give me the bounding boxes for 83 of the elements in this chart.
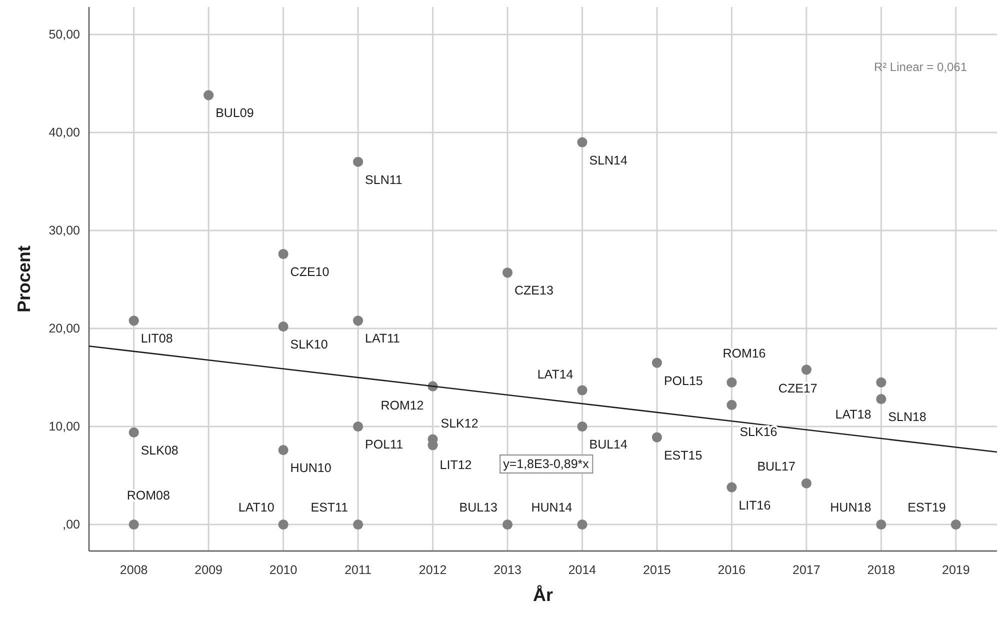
annotation: SLK16 [740, 424, 778, 439]
annotation: SLN18 [888, 410, 926, 424]
point [577, 520, 588, 530]
point [128, 316, 139, 326]
annotation: LAT14 [537, 367, 574, 382]
annotation: HUN10 [290, 461, 332, 476]
y-axis-title: Procent [14, 245, 34, 313]
annotation: LAT18 [835, 407, 872, 422]
annotation: POL15 [664, 374, 703, 388]
point [801, 364, 812, 375]
point [352, 520, 364, 530]
point [278, 520, 288, 530]
point [652, 358, 662, 368]
point [352, 421, 364, 432]
x-tick-label: 2015 [643, 562, 671, 577]
annotation: ROM12 [380, 398, 424, 412]
annotation: BUL09 [216, 106, 254, 120]
point [726, 400, 737, 410]
point [577, 137, 588, 148]
x-tick-label: 2012 [418, 562, 447, 577]
annotation: HUN14 [531, 500, 572, 515]
annotation: BUL17 [757, 459, 796, 474]
point [801, 478, 812, 488]
x-tick-label: 2008 [120, 562, 148, 577]
annotation: CZE13 [514, 284, 554, 298]
annotation: BUL13 [459, 500, 498, 515]
annotation: EST19 [908, 500, 946, 515]
annotation: HUN18 [830, 500, 872, 515]
y-tick-label: 20,00 [48, 322, 80, 336]
point [502, 520, 513, 530]
annotation: EST11 [310, 500, 348, 515]
x-tick-label: 2014 [568, 562, 596, 577]
x-tick-label: 2013 [494, 562, 522, 577]
point [726, 482, 737, 492]
y-tick-label: 40,00 [48, 125, 80, 140]
annotation: ROM16 [722, 346, 766, 360]
point [876, 377, 886, 388]
annotation: SLN11 [365, 172, 402, 187]
annotation: LAT10 [238, 500, 274, 515]
annotation: ROM08 [126, 488, 170, 503]
annotation: SLK10 [290, 338, 328, 352]
point [128, 520, 139, 530]
point [278, 322, 288, 332]
y-tick-label: 10,00 [48, 420, 80, 434]
x-tick-label: 2017 [792, 562, 820, 577]
y-tick-label: 30,00 [48, 223, 80, 238]
annotation: LAT11 [365, 332, 400, 346]
x-tick-label: 2010 [269, 562, 298, 577]
point [278, 248, 288, 260]
x-tick-label: 2009 [194, 562, 223, 577]
annotation: BUL14 [589, 438, 628, 452]
annotation: LIT12 [440, 458, 472, 472]
point [876, 394, 886, 404]
annotation: SLN14 [589, 153, 628, 168]
point [876, 520, 886, 530]
annotation: CZE10 [290, 265, 330, 280]
point [577, 385, 588, 396]
point [204, 90, 214, 100]
x-tick-label: 2016 [718, 562, 746, 577]
point [352, 316, 364, 326]
point [352, 156, 364, 167]
x-tick-label: 2018 [867, 562, 896, 577]
annotation: R² Linear = 0,061 [874, 60, 968, 74]
annotation: LIT08 [140, 332, 173, 346]
point [652, 432, 662, 442]
annotation: EST15 [664, 448, 702, 462]
annotation: SLK08 [140, 443, 178, 458]
annotation: POL11 [365, 438, 404, 452]
y-tick-label: ,00 [62, 518, 80, 532]
annotation: LIT16 [738, 498, 771, 512]
x-tick-label: 2019 [942, 562, 970, 577]
x-tick-label: 2011 [344, 562, 372, 577]
annotation: SLK12 [440, 416, 478, 430]
point [502, 268, 513, 278]
point [128, 427, 139, 438]
point [278, 445, 288, 456]
annotation: CZE17 [778, 382, 818, 396]
y-tick-label: 50,00 [48, 27, 80, 42]
point [577, 421, 588, 432]
point [726, 377, 737, 388]
x-axis-title: År [532, 585, 554, 605]
annotation: y=1,8E3-0,89*x [503, 457, 590, 471]
point [950, 520, 961, 530]
